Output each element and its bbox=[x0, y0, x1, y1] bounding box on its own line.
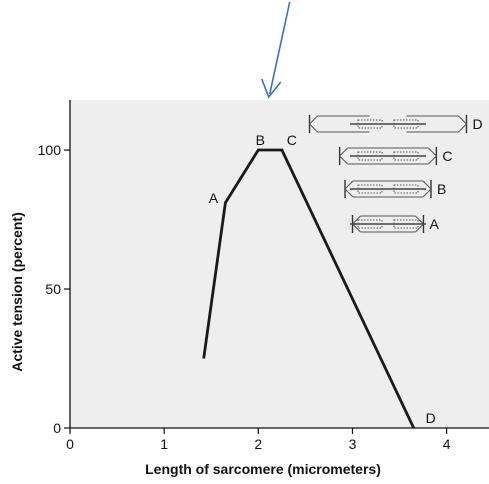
arrow-shaft bbox=[268, 1, 291, 95]
sarcomere-diagram-d: D bbox=[308, 115, 483, 133]
sarcomere-diagram-label: A bbox=[429, 216, 439, 232]
thin-filament-end bbox=[428, 147, 438, 165]
sarcomere-diagram-b: B bbox=[344, 180, 446, 198]
y-tick-label: 50 bbox=[45, 281, 61, 297]
y-ticks: 0 50 100 bbox=[38, 142, 70, 436]
point-label-c: C bbox=[287, 132, 297, 148]
thin-filament-end bbox=[458, 115, 468, 133]
myosin-heads-left bbox=[357, 151, 383, 161]
myosin-heads-right bbox=[393, 219, 419, 229]
myosin-heads-left bbox=[357, 219, 383, 229]
x-tick-label: 3 bbox=[349, 436, 357, 452]
myosin-heads-right bbox=[393, 184, 419, 194]
x-axis-label: Length of sarcomere (micrometers) bbox=[145, 461, 381, 477]
myosin-heads-left bbox=[357, 119, 383, 129]
sarcomere-diagram-c: C bbox=[338, 147, 453, 165]
myosin-heads-right bbox=[393, 119, 419, 129]
point-label-a: A bbox=[209, 190, 219, 206]
thin-filament-end bbox=[344, 180, 354, 198]
x-tick-label: 1 bbox=[160, 436, 168, 452]
x-tick-label: 0 bbox=[66, 436, 74, 452]
x-tick-label: 2 bbox=[254, 436, 262, 452]
sarcomere-diagrams: D C B A bbox=[308, 115, 483, 233]
annotation-arrow bbox=[260, 1, 291, 99]
sarcomere-diagram-label: C bbox=[442, 148, 452, 164]
sarcomere-diagram-label: B bbox=[437, 181, 446, 197]
point-label-b: B bbox=[256, 132, 265, 148]
thin-filament-end bbox=[338, 147, 348, 165]
tension-curve bbox=[202, 148, 415, 429]
thin-filament-end bbox=[308, 115, 318, 133]
arrow-head bbox=[260, 78, 282, 99]
sarcomere-diagram-label: D bbox=[472, 116, 482, 132]
plot-background bbox=[70, 100, 489, 428]
y-tick-label: 0 bbox=[53, 420, 61, 436]
point-label-d: D bbox=[426, 410, 436, 426]
point-labels: A B C D bbox=[209, 132, 436, 426]
thin-filament-end bbox=[422, 180, 432, 198]
x-tick-label: 4 bbox=[443, 436, 451, 452]
myosin-heads-right bbox=[393, 151, 419, 161]
axes bbox=[69, 100, 489, 429]
x-ticks: 0 1 2 3 4 bbox=[66, 428, 451, 452]
series-layer bbox=[202, 148, 415, 429]
y-tick-label: 100 bbox=[38, 142, 62, 158]
y-axis-label: Active tension (percent) bbox=[9, 212, 25, 371]
myosin-heads-left bbox=[357, 184, 383, 194]
sarcomere-diagram-a: A bbox=[350, 215, 439, 233]
